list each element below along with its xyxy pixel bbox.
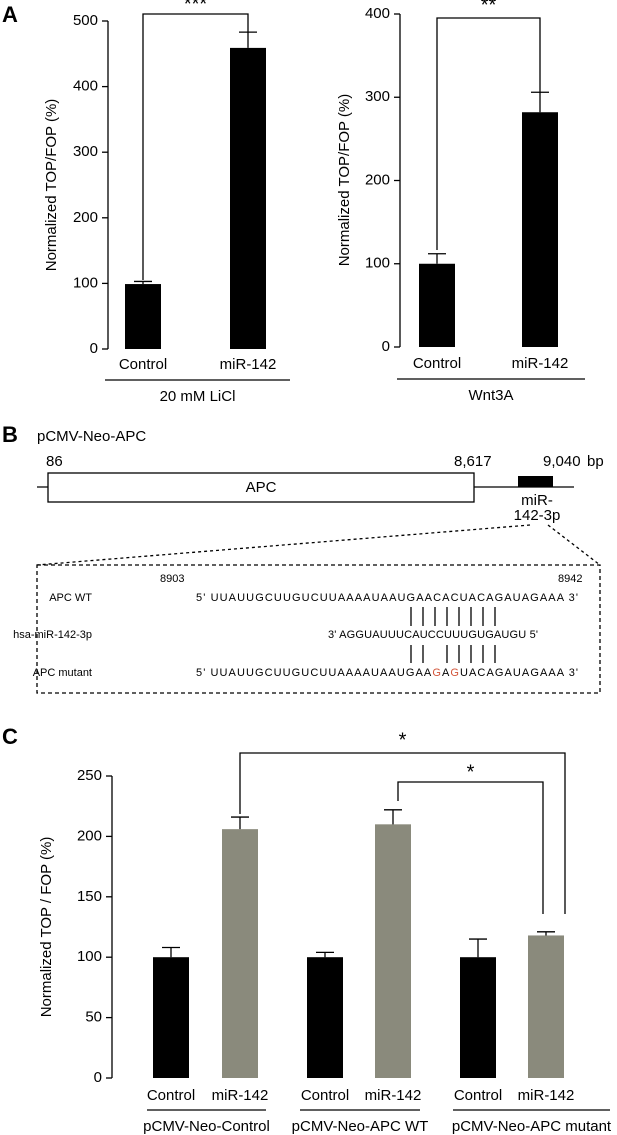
bar — [307, 957, 343, 1078]
row-label: APC mutant — [33, 667, 92, 679]
pairing-lines — [410, 607, 496, 663]
zoom-line — [547, 524, 601, 566]
panel-label: A — [2, 2, 18, 27]
error-bar — [162, 946, 180, 958]
sequence-part: 5' UUAUUGCUUGUCUUAAAAUAAUGAACACUACAGAUAG… — [196, 592, 578, 604]
y-axis-label: Normalized TOP/FOP (%) — [336, 94, 353, 267]
group-label: 20 mM LiCl — [160, 388, 236, 405]
x-tick-label: miR-142 — [220, 356, 277, 373]
y-tick-label: 100 — [77, 948, 102, 965]
unit: bp — [587, 453, 604, 470]
y-tick-label: 500 — [73, 12, 98, 29]
error-bar — [239, 31, 257, 48]
x-tick-label: miR-142 — [212, 1087, 269, 1104]
group-label: pCMV-Neo-APC mutant — [452, 1118, 612, 1135]
pair — [410, 607, 496, 626]
bar — [125, 284, 161, 349]
y-tick-label: 200 — [365, 171, 390, 188]
error-bar — [134, 280, 152, 285]
x-tick-label: Control — [301, 1087, 349, 1104]
error-bar — [537, 931, 555, 936]
position: 8,617 — [454, 453, 492, 470]
sequence-part: A — [442, 667, 450, 679]
group-label: Wnt3A — [468, 387, 513, 404]
bar — [528, 935, 564, 1078]
gene-label: APC — [246, 479, 277, 496]
pair — [410, 645, 496, 663]
sequence-part: UACAGAUAGAAA 3' — [460, 667, 578, 679]
error-bar — [384, 809, 402, 825]
y-tick-label: 400 — [73, 78, 98, 95]
y-tick-label: 200 — [73, 209, 98, 226]
panel-label: B — [2, 422, 18, 447]
x-tick-label: Control — [147, 1087, 195, 1104]
bar — [419, 263, 455, 347]
x-tick-label: miR-142 — [365, 1087, 422, 1104]
bar — [153, 957, 189, 1078]
y-tick-label: 250 — [77, 767, 102, 784]
position: 86 — [46, 453, 63, 470]
site-label: miR- — [521, 492, 553, 509]
plasmid-label: pCMV-Neo-APC — [37, 428, 146, 445]
site-box — [518, 476, 553, 487]
position: 9,040 — [543, 453, 581, 470]
significance-label: * — [399, 729, 407, 751]
y-tick-label: 200 — [77, 827, 102, 844]
y-tick-label: 300 — [73, 143, 98, 160]
sequence: 5' UUAUUGCUUGUCUUAAAAUAAUGAAGAGUACAGAUAG… — [196, 667, 578, 679]
bar — [522, 112, 558, 347]
bar — [375, 824, 411, 1078]
group-label: pCMV-Neo-APC WT — [292, 1118, 429, 1135]
x-tick-label: miR-142 — [512, 355, 569, 372]
error-bar — [231, 816, 249, 830]
zoom-line — [36, 524, 531, 566]
y-tick-label: 150 — [77, 888, 102, 905]
y-tick-label: 100 — [365, 255, 390, 272]
error-bar — [428, 253, 446, 264]
significance-label: ** — [481, 0, 497, 16]
sequence-part: G — [450, 667, 459, 679]
error-bar — [316, 951, 334, 958]
x-tick-label: Control — [413, 355, 461, 372]
significance-bracket — [239, 752, 566, 914]
row-label: hsa-miR-142-3p — [13, 629, 92, 641]
y-tick-label: 0 — [90, 340, 98, 357]
significance-label: *** — [184, 0, 208, 15]
position: 8903 — [160, 573, 184, 585]
row-label: APC WT — [49, 592, 92, 604]
detail-box — [36, 564, 601, 694]
y-axis-label: Normalized TOP/FOP (%) — [43, 99, 60, 272]
x-tick-label: Control — [119, 356, 167, 373]
gene-box — [47, 472, 475, 503]
significance-bracket — [436, 17, 541, 250]
y-axis-label: Normalized TOP / FOP (%) — [38, 837, 55, 1018]
x-tick-label: miR-142 — [518, 1087, 575, 1104]
bar — [222, 829, 258, 1078]
sequence: 3' AGGUAUUUCAUCCUUUGUGAUGU 5' — [328, 629, 538, 641]
y-tick-label: 100 — [73, 274, 98, 291]
site-label: 142-3p — [514, 507, 561, 524]
error-bar — [531, 91, 549, 113]
significance-bracket — [142, 13, 249, 280]
y-tick-label: 300 — [365, 88, 390, 105]
significance-bracket — [397, 781, 544, 914]
error-bar — [469, 938, 487, 958]
significance-label: * — [467, 761, 475, 783]
y-tick-label: 0 — [94, 1069, 102, 1086]
sequence-part: 3' AGGUAUUUCAUCCUUUGUGAUGU 5' — [328, 629, 538, 641]
sequence: 5' UUAUUGCUUGUCUUAAAAUAAUGAACACUACAGAUAG… — [196, 592, 578, 604]
sequence-part: 5' UUAUUGCUUGUCUUAAAAUAAUGAA — [196, 667, 432, 679]
panel-label: C — [2, 724, 18, 749]
bar — [230, 47, 266, 350]
x-tick-label: Control — [454, 1087, 502, 1104]
group-label: pCMV-Neo-Control — [143, 1118, 270, 1135]
sequence-part: G — [432, 667, 441, 679]
position: 8942 — [558, 573, 582, 585]
bar — [460, 957, 496, 1078]
y-tick-label: 400 — [365, 5, 390, 22]
y-tick-label: 0 — [382, 338, 390, 355]
y-tick-label: 50 — [85, 1009, 102, 1026]
